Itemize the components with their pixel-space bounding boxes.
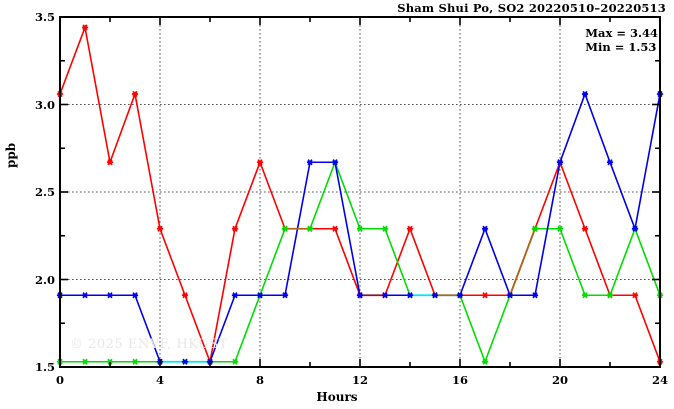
data-point-marker <box>231 358 239 365</box>
overlap-blend-layer <box>160 227 536 363</box>
data-point-marker <box>306 159 314 166</box>
data-point-marker <box>306 225 314 232</box>
data-point-marker <box>356 292 364 299</box>
data-point-marker <box>156 225 164 232</box>
data-point-marker <box>531 292 539 299</box>
x-tick-label: 16 <box>451 373 468 387</box>
y-tick-label: 2.0 <box>34 272 55 287</box>
x-tick-label: 0 <box>55 373 64 387</box>
data-point-marker <box>81 358 89 365</box>
data-point-marker <box>381 292 389 299</box>
data-point-marker <box>556 225 564 232</box>
data-point-marker <box>581 225 589 232</box>
data-point-marker <box>606 159 614 166</box>
data-point-marker <box>131 358 139 365</box>
data-point-marker <box>481 225 489 232</box>
data-point-marker <box>131 90 139 98</box>
data-point-marker <box>381 225 389 232</box>
data-point-marker <box>106 292 114 299</box>
data-point-marker <box>631 225 639 232</box>
y-tick-label: 3.5 <box>34 10 55 24</box>
data-point-marker <box>506 292 514 299</box>
data-point-marker <box>431 292 439 299</box>
data-point-marker <box>81 292 89 299</box>
data-point-marker <box>231 225 239 232</box>
axes-frame <box>59 16 661 368</box>
y-tick-label: 1.5 <box>34 360 55 374</box>
series-markers-day-3 <box>56 90 664 365</box>
data-point-marker <box>106 159 114 166</box>
data-point-marker <box>231 292 239 299</box>
data-point-marker <box>256 292 264 299</box>
data-point-marker <box>456 292 464 299</box>
data-point-marker <box>131 292 139 299</box>
data-point-marker <box>406 292 414 299</box>
y-tick-label: 3.0 <box>34 97 55 112</box>
data-point-marker <box>331 159 339 166</box>
minmax-annotation: Max = 3.44 Min = 1.53 <box>585 26 658 54</box>
data-point-marker <box>481 292 489 299</box>
data-point-marker <box>181 358 189 365</box>
data-point-marker <box>481 358 489 365</box>
max-label: Max = 3.44 <box>585 26 658 40</box>
gridlines <box>60 17 660 367</box>
data-point-marker <box>406 225 414 232</box>
data-point-marker <box>206 358 214 365</box>
x-tick-label: 12 <box>351 373 368 387</box>
x-tick-label: 20 <box>551 373 568 387</box>
data-point-marker <box>281 225 289 232</box>
data-point-marker <box>581 90 589 98</box>
data-point-marker <box>256 159 264 166</box>
data-point-marker <box>606 292 614 299</box>
data-point-marker <box>106 358 114 365</box>
data-point-marker <box>181 292 189 299</box>
chart-title: Sham Shui Po, SO2 20220510–20220513 <box>397 1 666 15</box>
x-tick-label: 24 <box>651 373 668 387</box>
data-point-marker <box>556 159 564 166</box>
data-point-marker <box>581 292 589 299</box>
x-tick-label: 4 <box>155 373 164 387</box>
data-point-marker <box>331 225 339 232</box>
data-point-marker <box>81 24 89 31</box>
data-point-marker <box>281 292 289 299</box>
x-tick-label: 8 <box>255 373 264 387</box>
min-label: Min = 1.53 <box>585 40 657 54</box>
data-point-marker <box>356 225 364 232</box>
x-axis-label: Hours <box>316 390 358 404</box>
data-point-marker <box>531 225 539 232</box>
overlap-segment-brown <box>509 228 536 296</box>
data-point-marker <box>631 292 639 299</box>
y-tick-label: 2.5 <box>34 185 55 199</box>
